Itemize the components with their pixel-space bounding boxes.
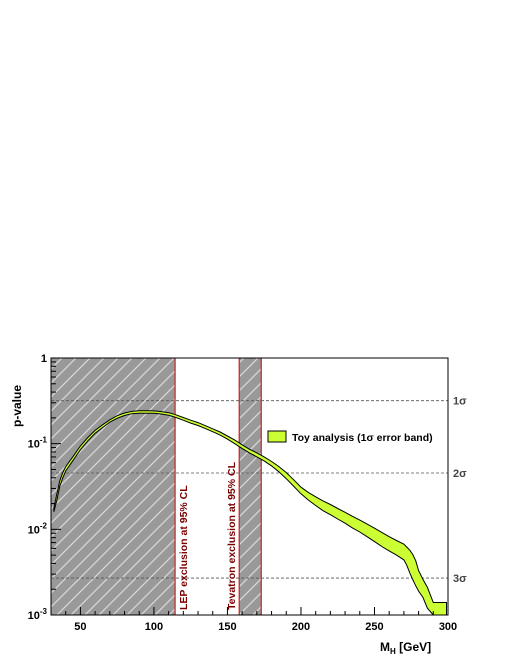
exclusion-labels: LEP exclusion at 95% CL Tevatron exclusio… (178, 461, 238, 610)
plot-frame (50, 357, 449, 616)
y-tick-base: 10 (28, 524, 40, 536)
sigma-label-2: 2σ (453, 468, 467, 480)
y-tick-exponent: -3 (40, 607, 48, 616)
y-tick-base: 10 (28, 610, 40, 622)
exclusion-label-1: Tevatron exclusion at 95% CL (226, 461, 238, 610)
y-tick-base: 1 (41, 353, 47, 365)
error-band (53, 410, 447, 615)
y-axis-title: p-value (10, 385, 24, 427)
y-tick-exponent: -2 (40, 521, 48, 530)
y-tick-exponent: -1 (40, 436, 48, 445)
exclusion-label-0: LEP exclusion at 95% CL (178, 485, 190, 610)
legend: Toy analysis (1σ error band) (267, 430, 433, 444)
sigma-label-3: 3σ (453, 573, 467, 585)
x-tick-label-150: 150 (218, 621, 236, 633)
y-tick-label-0: 1 (41, 353, 47, 365)
x-tick-label-100: 100 (145, 621, 163, 633)
exclusion-region-0 (51, 358, 176, 615)
sigma-label-1: 1σ (453, 396, 467, 408)
x-axis-title-sub: H (390, 647, 396, 656)
x-axis-title-unit: [GeV] (396, 640, 431, 654)
y-tick-label-3: 10-3 (28, 607, 48, 622)
legend-swatch (267, 430, 287, 443)
exclusion-region-1 (239, 358, 262, 615)
x-tick-label-50: 50 (74, 621, 86, 633)
x-tick-label-300: 300 (439, 621, 457, 633)
significance-lines: 1σ 2σ 3σ (51, 396, 467, 585)
y-tick-base: 10 (28, 439, 40, 451)
x-tick-label-250: 250 (365, 621, 383, 633)
series-band (53, 410, 447, 615)
x-tick-label-200: 200 (292, 621, 310, 633)
y-tick-label-1: 10-1 (28, 436, 48, 451)
legend-entry: Toy analysis (1σ error band) (292, 432, 433, 444)
x-axis-title: MH [GeV] (380, 640, 431, 656)
y-tick-label-2: 10-2 (28, 521, 48, 536)
x-axis-title-main: M (380, 640, 390, 654)
